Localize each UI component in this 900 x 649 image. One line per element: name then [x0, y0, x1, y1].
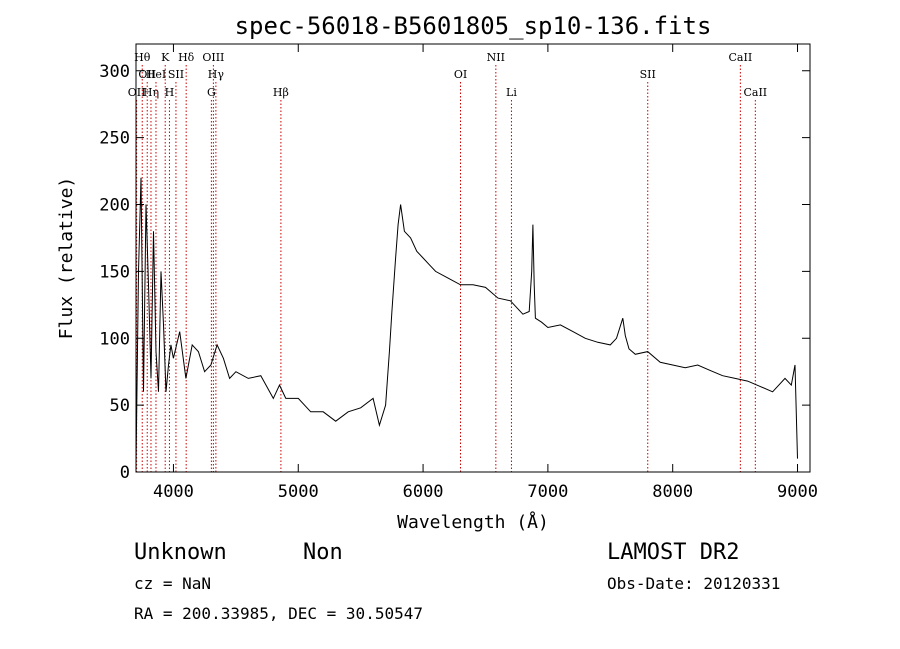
line-marker-label: CaII	[729, 51, 753, 64]
y-tick-label: 200	[99, 196, 130, 216]
x-tick-label: 5000	[278, 482, 319, 502]
line-marker-label: OII	[128, 86, 146, 99]
obs-date: Obs-Date: 20120331	[607, 574, 780, 593]
y-tick-label: 150	[99, 262, 130, 282]
line-marker-label: OI	[454, 68, 467, 81]
plot-frame	[135, 43, 811, 473]
object-class: Unknown	[134, 540, 227, 565]
line-marker-label: OIII	[202, 51, 224, 64]
x-tick-label: 8000	[652, 482, 693, 502]
x-tick-label: 7000	[527, 482, 568, 502]
line-markers: OIIHθOIIHηHeIKHSIIHδGOIIIHγHβOINIILiSIIC…	[128, 51, 767, 472]
line-marker-label: SII	[168, 68, 184, 81]
line-marker-label: CaII	[743, 86, 767, 99]
y-tick-label: 0	[120, 463, 130, 483]
line-marker-label: HeI	[146, 68, 166, 81]
spectrum-line	[135, 177, 798, 466]
x-axis-label: Wavelength (Å)	[397, 511, 549, 533]
y-tick-label: 300	[99, 62, 130, 82]
chart-title: spec-56018-B5601805_sp10-136.fits	[235, 12, 712, 40]
line-marker-label: Hγ	[208, 68, 225, 81]
line-marker-label: K	[161, 51, 170, 64]
line-marker-label: SII	[640, 68, 656, 81]
axis-ticks: 4000 5000 6000 7000 8000 9000 0 50 100 150 200 250 3…	[99, 44, 818, 502]
x-tick-label: 9000	[777, 482, 818, 502]
line-marker-label: NII	[487, 51, 505, 64]
y-tick-label: 250	[99, 129, 130, 149]
y-axis-label: Flux (relative)	[56, 177, 77, 340]
redshift-value: cz = NaN	[134, 574, 211, 593]
line-marker-label: Li	[506, 86, 517, 99]
x-tick-label: 6000	[403, 482, 444, 502]
coordinates: RA = 200.33985, DEC = 30.50547	[134, 604, 423, 623]
y-tick-label: 50	[110, 396, 130, 416]
y-tick-label: 100	[99, 329, 130, 349]
line-marker-label: H	[165, 86, 175, 99]
line-marker-label: Hδ	[178, 51, 195, 64]
object-subclass: Non	[303, 540, 343, 565]
line-marker-label: Hη	[143, 86, 159, 99]
x-tick-label: 4000	[153, 482, 194, 502]
survey-label: LAMOST DR2	[607, 540, 739, 565]
line-marker-label: Hβ	[273, 86, 289, 99]
info-block: Unknown Non LAMOST DR2 cz = NaN Obs-Date…	[134, 540, 780, 623]
line-marker-label: Hθ	[134, 51, 151, 64]
line-marker-label: G	[207, 86, 216, 99]
